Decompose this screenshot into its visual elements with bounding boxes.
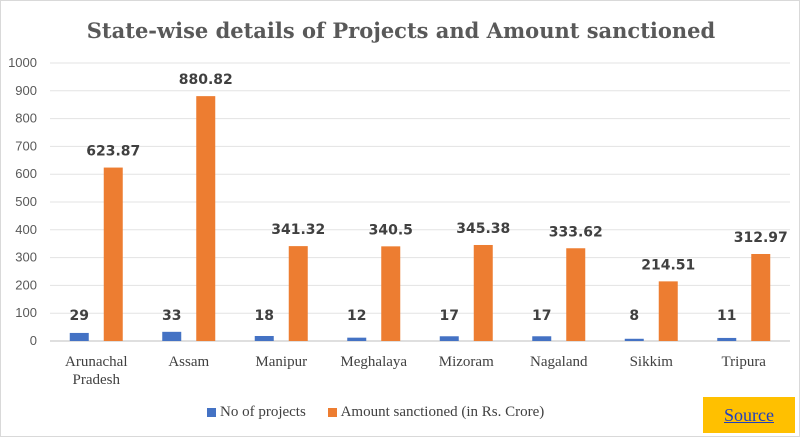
legend-item-amount: Amount sanctioned (in Rs. Crore) bbox=[327, 404, 545, 421]
data-label-projects: 18 bbox=[255, 308, 274, 324]
x-category-label: Sikkim bbox=[630, 354, 674, 370]
y-tick-label: 500 bbox=[15, 194, 37, 209]
bar-projects bbox=[162, 331, 182, 341]
y-tick-label: 1000 bbox=[8, 55, 37, 70]
x-category-label: Mizoram bbox=[439, 354, 494, 370]
legend-swatch-projects bbox=[207, 408, 216, 417]
y-tick-label: 400 bbox=[15, 222, 37, 237]
bar-amount bbox=[473, 244, 493, 341]
x-category-label: Manipur bbox=[255, 354, 307, 370]
bar-amount bbox=[658, 281, 678, 341]
bar-projects bbox=[69, 332, 89, 341]
data-label-projects: 12 bbox=[347, 308, 366, 324]
x-category-label: Pradesh bbox=[73, 372, 121, 388]
y-tick-label: 600 bbox=[15, 166, 37, 181]
legend-item-projects: No of projects bbox=[207, 404, 306, 421]
data-label-amount: 340.5 bbox=[369, 222, 413, 238]
bar-amount bbox=[751, 253, 771, 341]
data-label-amount: 341.32 bbox=[271, 222, 325, 238]
bar-chart: 0 100 200 300 400 500 600 700 800 900 1000 29 623.87… bbox=[8, 55, 790, 388]
x-category-label: Tripura bbox=[722, 354, 767, 370]
bar-projects bbox=[439, 336, 459, 341]
y-tick-label: 200 bbox=[15, 277, 37, 292]
data-label-projects: 8 bbox=[629, 308, 639, 324]
source-link[interactable]: Source bbox=[724, 404, 774, 425]
data-label-projects: 11 bbox=[717, 308, 736, 324]
y-tick-label: 800 bbox=[15, 111, 37, 126]
y-tick-label: 900 bbox=[15, 83, 37, 98]
data-label-projects: 17 bbox=[532, 308, 551, 324]
x-category-label: Arunachal bbox=[65, 354, 127, 370]
bar-projects bbox=[624, 338, 644, 341]
y-tick-label: 300 bbox=[15, 250, 37, 265]
data-label-amount: 312.97 bbox=[734, 230, 788, 246]
bar-amount bbox=[566, 248, 586, 341]
y-tick-label: 100 bbox=[15, 305, 37, 320]
x-category-label: Assam bbox=[168, 354, 209, 370]
y-tick-label: 0 bbox=[30, 333, 37, 348]
bar-projects bbox=[347, 337, 367, 341]
data-label-projects: 33 bbox=[162, 308, 181, 324]
data-label-projects: 17 bbox=[440, 308, 459, 324]
bar-amount bbox=[103, 167, 123, 341]
x-category-label: Meghalaya bbox=[340, 354, 407, 370]
bar-projects bbox=[532, 336, 552, 341]
y-tick-label: 700 bbox=[15, 138, 37, 153]
source-button[interactable]: Source bbox=[703, 397, 795, 433]
data-label-amount: 214.51 bbox=[641, 257, 695, 273]
data-label-amount: 345.38 bbox=[456, 221, 510, 237]
bar-amount bbox=[381, 246, 401, 341]
bar-projects bbox=[254, 335, 274, 341]
data-label-amount: 880.82 bbox=[179, 72, 233, 88]
data-label-projects: 29 bbox=[70, 308, 89, 324]
legend-label-projects: No of projects bbox=[220, 404, 306, 420]
data-label-amount: 623.87 bbox=[86, 144, 140, 160]
bar-amount bbox=[196, 96, 216, 341]
bar-projects bbox=[717, 337, 737, 341]
bar-amount bbox=[288, 246, 308, 341]
legend-label-amount: Amount sanctioned (in Rs. Crore) bbox=[340, 404, 545, 420]
legend-swatch-amount bbox=[327, 408, 337, 417]
x-category-label: Nagaland bbox=[530, 354, 588, 370]
chart-legend: No of projects Amount sanctioned (in Rs.… bbox=[207, 404, 562, 422]
data-label-amount: 333.62 bbox=[549, 224, 603, 240]
chart-title: State-wise details of Projects and Amoun… bbox=[86, 18, 716, 43]
